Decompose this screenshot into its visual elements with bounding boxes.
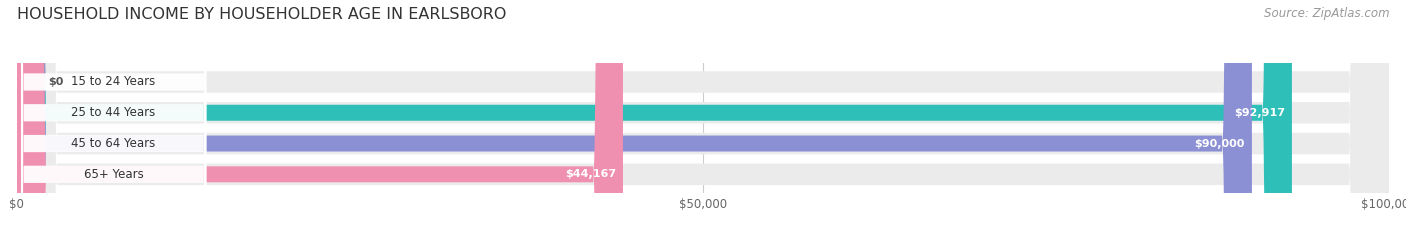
FancyBboxPatch shape <box>21 0 207 233</box>
Text: 15 to 24 Years: 15 to 24 Years <box>72 75 156 89</box>
FancyBboxPatch shape <box>17 0 1389 233</box>
Text: 45 to 64 Years: 45 to 64 Years <box>72 137 156 150</box>
FancyBboxPatch shape <box>21 0 207 233</box>
Text: Source: ZipAtlas.com: Source: ZipAtlas.com <box>1264 7 1389 20</box>
Text: $92,917: $92,917 <box>1234 108 1285 118</box>
Text: HOUSEHOLD INCOME BY HOUSEHOLDER AGE IN EARLSBORO: HOUSEHOLD INCOME BY HOUSEHOLDER AGE IN E… <box>17 7 506 22</box>
FancyBboxPatch shape <box>17 0 1389 233</box>
FancyBboxPatch shape <box>21 0 207 233</box>
FancyBboxPatch shape <box>17 0 1389 233</box>
Text: 65+ Years: 65+ Years <box>84 168 143 181</box>
Text: $0: $0 <box>48 77 63 87</box>
FancyBboxPatch shape <box>17 0 623 233</box>
Text: 25 to 44 Years: 25 to 44 Years <box>72 106 156 119</box>
Text: $44,167: $44,167 <box>565 169 616 179</box>
FancyBboxPatch shape <box>21 0 207 233</box>
FancyBboxPatch shape <box>17 0 1292 233</box>
FancyBboxPatch shape <box>17 0 1389 233</box>
FancyBboxPatch shape <box>17 0 1251 233</box>
Text: $90,000: $90,000 <box>1195 139 1246 148</box>
FancyBboxPatch shape <box>11 0 46 233</box>
